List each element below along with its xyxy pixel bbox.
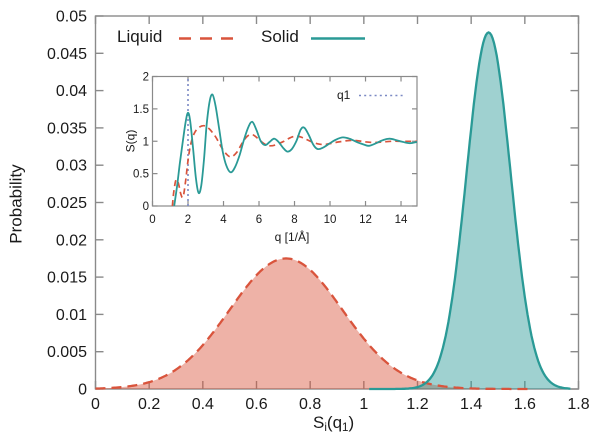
inset-x-tick-label: 2 (185, 214, 191, 226)
inset-y-tick-label: 2 (143, 72, 149, 84)
x-axis-title-sub-i: i (324, 422, 327, 435)
main-y-tick-label: 0.01 (56, 307, 87, 324)
main-y-tick-label: 0.025 (47, 195, 87, 212)
inset-x-axis-title: q [1/Å] (274, 230, 310, 244)
main-y-tick-label: 0.015 (47, 270, 87, 287)
x-axis-title-mid: (q (326, 413, 343, 432)
main-x-tick-label: 0.8 (299, 396, 321, 413)
legend-liquid-label: Liquid (117, 27, 163, 46)
main-y-tick-label: 0.04 (56, 83, 87, 100)
inset-x-tick-label: 8 (291, 214, 297, 226)
inset-x-tick-label: 0 (149, 214, 155, 226)
main-x-tick-label: 1.8 (567, 396, 589, 413)
inset-y-tick-label: 0 (143, 201, 149, 213)
main-x-tick-label: 0 (91, 396, 100, 413)
inset-y-axis-title: S(q) (123, 129, 138, 153)
main-x-tick-label: 1 (359, 396, 368, 413)
main-y-tick-label: 0.05 (56, 9, 87, 26)
main-y-tick-label: 0.035 (47, 120, 87, 137)
main-x-tick-label: 0.4 (192, 396, 214, 413)
main-x-tick-label: 1.2 (406, 396, 428, 413)
inset-x-tick-label: 12 (359, 214, 372, 226)
main-y-tick-label: 0.005 (47, 344, 87, 361)
x-axis-title: Si(q1) (313, 413, 354, 434)
inset-x-tick-label: 6 (256, 214, 262, 226)
x-axis-title-base: S (313, 413, 325, 432)
x-axis-title-sub-1: 1 (342, 422, 349, 435)
inset-legend-q1-label: q1 (337, 88, 351, 102)
main-y-tick-label: 0.045 (47, 46, 87, 63)
inset-y-tick-label: 1.5 (133, 104, 149, 116)
inset-x-tick-label: 14 (395, 214, 408, 226)
inset-y-tick-label: 0.5 (133, 169, 149, 181)
main-y-tick-label: 0.03 (56, 158, 87, 175)
y-axis-title: Probability (6, 164, 26, 244)
main-x-tick-label: 0.6 (245, 396, 267, 413)
x-axis-title-close: ) (348, 413, 355, 432)
solid-area (369, 32, 571, 390)
inset-y-tick-label: 1 (143, 136, 149, 148)
main-x-tick-label: 1.4 (460, 396, 482, 413)
liquid-line (95, 257, 531, 391)
inset-solid-line (173, 93, 417, 206)
inset-x-tick-label: 4 (220, 214, 227, 226)
main-x-tick-label: 1.6 (514, 396, 536, 413)
main-y-tick-label: 0 (78, 382, 87, 399)
legend-solid-label: Solid (261, 27, 299, 46)
main-x-tick-label: 0.2 (138, 396, 160, 413)
solid-line (369, 31, 571, 391)
inset-x-tick-label: 10 (324, 214, 337, 226)
main-y-tick-label: 0.02 (56, 232, 87, 249)
inset-liquid-line (171, 124, 417, 206)
liquid-area (95, 258, 531, 389)
